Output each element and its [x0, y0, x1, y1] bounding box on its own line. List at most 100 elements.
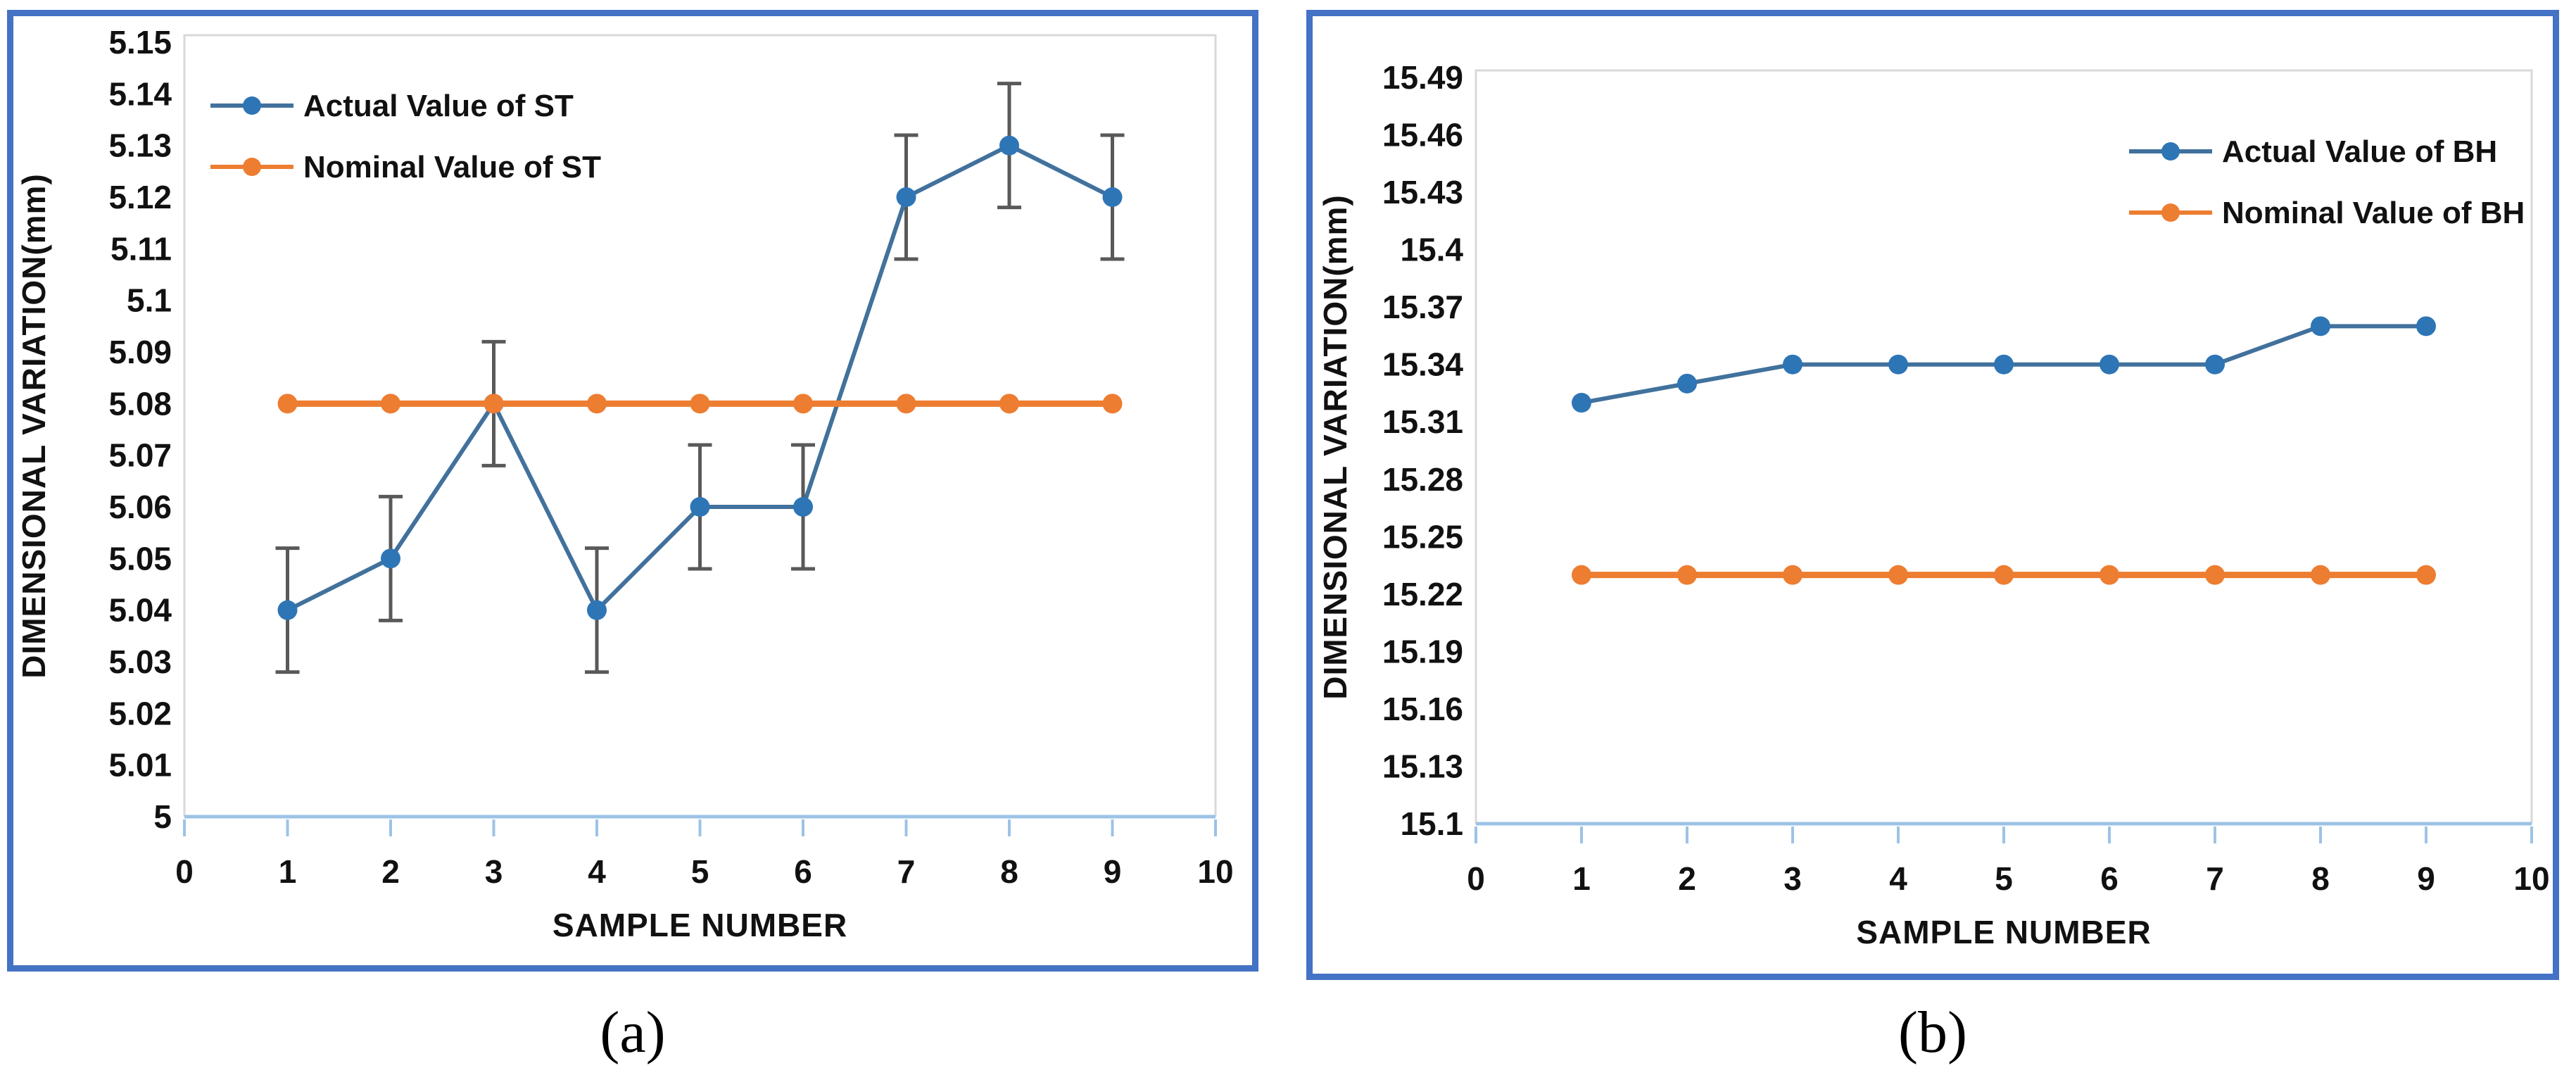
data-point-actual: [1994, 354, 2014, 375]
x-axis-tick-label: 1: [279, 853, 297, 890]
y-axis-tick-label: 5.03: [108, 643, 172, 680]
x-axis-tick-label: 3: [1783, 860, 1802, 897]
y-axis-tick-label: 15.28: [1382, 461, 1463, 498]
y-axis-tick-label: 15.13: [1382, 748, 1463, 784]
legend-label: Actual Value of BH: [2222, 134, 2497, 169]
data-point-actual: [277, 600, 298, 620]
x-axis-tick-label: 6: [794, 853, 812, 890]
data-point-actual: [1677, 373, 1697, 394]
y-axis-tick-label: 15.22: [1382, 576, 1463, 612]
data-point-nominal: [277, 394, 298, 414]
y-axis-tick-label: 15.4: [1400, 232, 1463, 268]
y-axis-tick-label: 5.07: [108, 437, 172, 474]
x-axis-title: SAMPLE NUMBER: [1856, 914, 2151, 950]
x-axis-tick-label: 7: [2206, 860, 2224, 897]
chart-panel-b: 0 1 2 3 4 5 6 7 8 9 10 15.1 15.13 15.16 15.19 15.22 15.2…: [1306, 10, 2559, 980]
y-axis-tick-label: 15.34: [1382, 346, 1464, 383]
y-axis-tick-label: 15.19: [1382, 633, 1463, 670]
y-axis-tick-label: 5.01: [108, 747, 172, 784]
y-axis-tick-label: 5.15: [108, 24, 172, 61]
x-axis-tick-label: 8: [2311, 860, 2330, 897]
y-axis-tick-label: 5.06: [108, 489, 172, 525]
data-point-actual: [999, 135, 1019, 156]
y-axis-tick-label: 15.1: [1400, 805, 1463, 842]
caption-a: (a): [600, 1000, 666, 1065]
chart-b: 0 1 2 3 4 5 6 7 8 9 10 15.1 15.13 15.16 15.19 15.22 15.2…: [1317, 59, 2550, 950]
legend-label: Nominal Value of BH: [2222, 196, 2525, 230]
data-point-actual: [793, 497, 813, 517]
y-axis-tick-label: 15.31: [1382, 403, 1463, 440]
legend-swatch-marker: [243, 158, 261, 176]
x-axis-tick-label: 9: [2417, 860, 2435, 897]
y-axis-tick-label: 5.1: [127, 282, 172, 319]
y-axis-tick-label: 15.16: [1382, 691, 1463, 727]
chart-a: 0 1 2 3 4 5 6 7 8 9 10 5 5.01 5.02 5.03 5.04 5.05 5.06 5.0…: [15, 24, 1234, 943]
legend-label: Nominal Value of ST: [303, 150, 601, 184]
plot-area-border: [1475, 69, 2533, 824]
data-point-actual: [690, 497, 710, 517]
x-axis-tick-label: 10: [1197, 853, 1233, 890]
data-point-nominal: [1102, 394, 1123, 414]
plot-area-border: [183, 34, 1217, 817]
data-point-actual: [587, 600, 607, 620]
data-point-actual: [2416, 316, 2436, 337]
y-axis-tick-label: 5.02: [108, 695, 172, 731]
data-point-nominal: [2100, 565, 2119, 585]
y-axis-tick-label: 5.05: [108, 540, 172, 577]
legend-label: Actual Value of ST: [303, 89, 574, 123]
legend-swatch-marker: [243, 96, 261, 115]
y-axis-tick-label: 15.46: [1382, 117, 1463, 153]
data-point-nominal: [896, 394, 916, 414]
data-point-nominal: [587, 394, 607, 414]
data-point-nominal: [2205, 565, 2225, 585]
x-axis-tick-label: 5: [691, 853, 709, 890]
y-axis-title: DIMENSIONAL VARIATION(mm): [1317, 194, 1353, 700]
x-axis-tick-label: 4: [1889, 860, 1907, 897]
x-axis-tick-label: 5: [1995, 860, 2013, 897]
data-point-nominal: [2416, 565, 2436, 585]
data-point-nominal: [1677, 565, 1697, 585]
caption-b: (b): [1898, 1000, 1967, 1065]
data-point-nominal: [1994, 565, 2014, 585]
y-axis-tick-label: 5.11: [111, 230, 172, 267]
y-axis-tick-label: 15.25: [1382, 518, 1463, 555]
x-axis-tick-label: 2: [381, 853, 400, 890]
data-point-nominal: [381, 394, 400, 414]
data-point-actual: [2205, 354, 2225, 375]
y-axis-tick-label: 5.14: [108, 75, 172, 112]
data-point-nominal: [1888, 565, 1908, 585]
data-point-actual: [1102, 187, 1123, 207]
data-point-actual: [2100, 354, 2119, 375]
data-point-actual: [2311, 316, 2330, 337]
data-point-nominal: [793, 394, 813, 414]
y-axis-tick-label: 5.13: [108, 127, 172, 164]
data-point-actual: [896, 187, 916, 207]
data-point-nominal: [999, 394, 1019, 414]
x-axis-tick-label: 10: [2513, 860, 2549, 897]
y-axis-tick-label: 15.49: [1382, 59, 1463, 96]
y-axis-tick-label: 15.43: [1382, 174, 1463, 211]
chart-panel-a: 0 1 2 3 4 5 6 7 8 9 10 5 5.01 5.02 5.03 5.04 5.05 5.06 5.0…: [7, 10, 1258, 972]
y-axis-title: DIMENSIONAL VARIATION(mm): [15, 173, 52, 679]
y-axis-tick-label: 5.09: [108, 334, 172, 370]
x-axis-tick-label: 0: [175, 853, 194, 890]
data-point-nominal: [484, 394, 504, 414]
y-axis-tick-label: 5: [153, 798, 172, 835]
x-axis-tick-label: 9: [1104, 853, 1122, 890]
y-axis-tick-label: 5.04: [108, 592, 172, 629]
data-point-actual: [1783, 354, 1802, 375]
data-point-nominal: [690, 394, 710, 414]
data-point-actual: [1572, 393, 1591, 413]
legend-swatch-marker: [2161, 142, 2180, 161]
x-axis-tick-label: 0: [1467, 860, 1485, 897]
x-axis-tick-label: 7: [897, 853, 916, 890]
data-point-nominal: [1572, 565, 1591, 585]
x-axis-tick-label: 6: [2100, 860, 2119, 897]
x-axis-tick-label: 2: [1678, 860, 1696, 897]
data-point-actual: [1888, 354, 1908, 375]
data-point-nominal: [2311, 565, 2330, 585]
x-axis-tick-label: 8: [1000, 853, 1018, 890]
x-axis-tick-label: 1: [1572, 860, 1591, 897]
data-point-nominal: [1783, 565, 1802, 585]
x-axis-tick-label: 4: [588, 853, 606, 890]
